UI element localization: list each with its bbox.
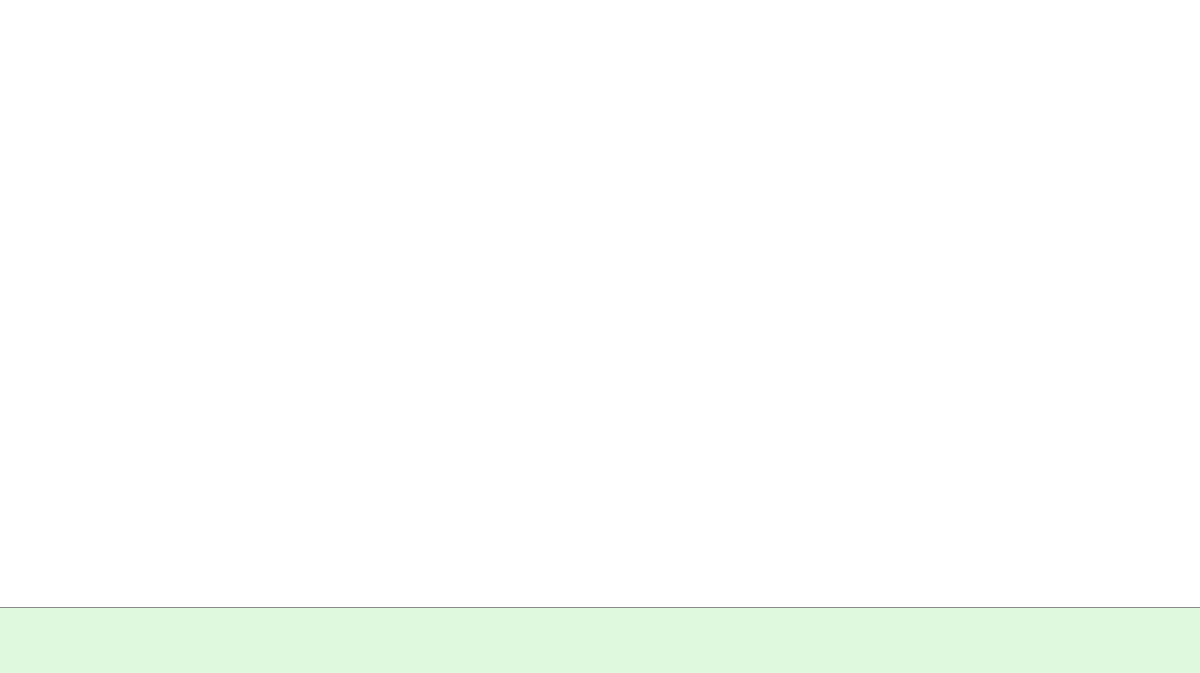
summary-table: [0, 607, 1200, 673]
weather-chart: [0, 0, 1200, 607]
